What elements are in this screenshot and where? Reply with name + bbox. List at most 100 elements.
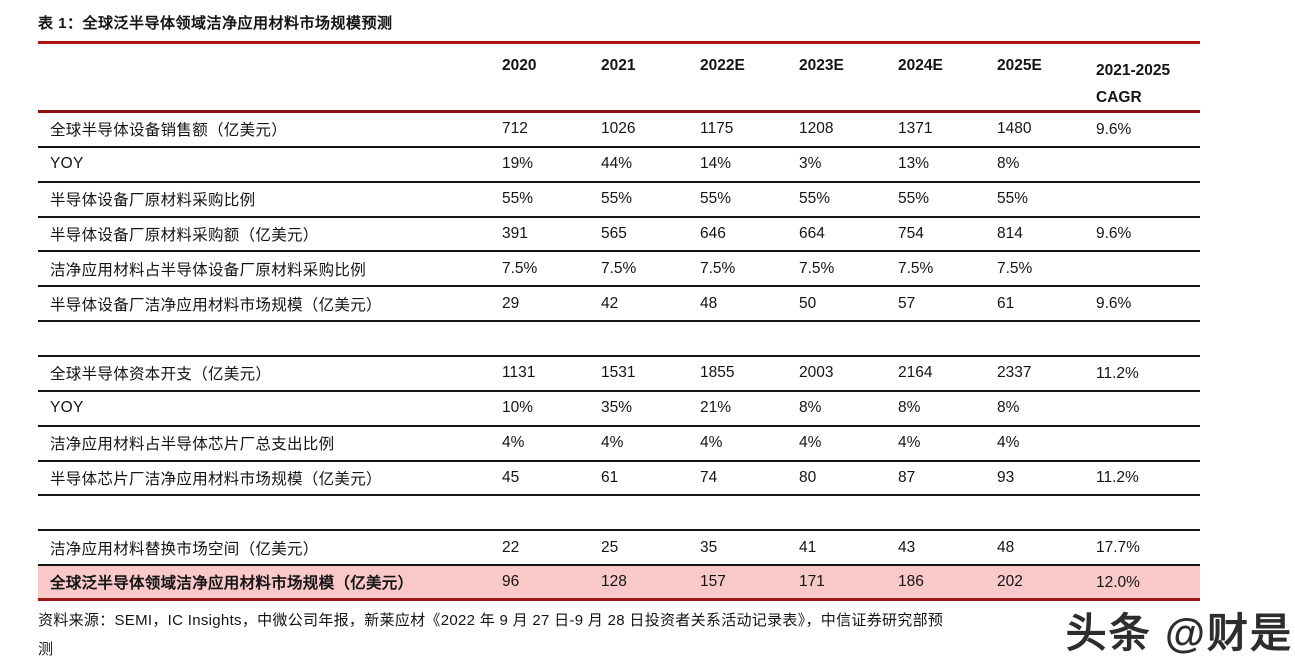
cell-value: 35 (700, 538, 718, 556)
cell-value: 4% (502, 434, 525, 452)
table-spacer-row (38, 322, 1200, 358)
cell-value: 1531 (601, 364, 636, 382)
cell-cagr: 11.2% (1096, 364, 1139, 382)
cell-value: 4% (700, 434, 723, 452)
table-spacer-row (38, 496, 1200, 532)
cell-value: 61 (601, 469, 619, 487)
cell-cagr: 17.7% (1096, 539, 1140, 557)
cell-value: 2337 (997, 364, 1032, 382)
cell-value: 7.5% (502, 259, 538, 277)
cell-value: 41 (799, 538, 817, 556)
row-label: YOY (50, 155, 84, 173)
source-note-line1: 资料来源：SEMI，IC Insights，中微公司年报，新莱应材《2022 年… (38, 612, 944, 630)
cell-value: 7.5% (997, 259, 1033, 277)
cell-value: 391 (502, 225, 528, 242)
cell-value: 157 (700, 573, 726, 591)
cell-value: 57 (898, 294, 916, 312)
forecast-table: 2020 2021 2022E 2023E 2024E 2025E 2021-2… (38, 44, 1200, 602)
cell-value: 2003 (799, 364, 834, 382)
cell-cagr: 11.2% (1096, 469, 1139, 487)
cell-value: 25 (601, 538, 619, 556)
cell-value: 4% (601, 434, 624, 452)
cell-value: 29 (502, 294, 520, 312)
cell-value: 44% (601, 155, 633, 173)
cell-value: 10% (502, 399, 534, 417)
cell-value: 7.5% (601, 259, 637, 277)
cell-value: 128 (601, 573, 627, 591)
cell-value: 21% (700, 399, 732, 417)
table-row: 全球半导体资本开支（亿美元） 1131 1531 1855 2003 2164 2337 11… (38, 357, 1200, 392)
cell-value: 4% (997, 434, 1020, 452)
table-row: 半导体设备厂洁净应用材料市场规模（亿美元） 29 42 48 50 57 61 9.6% (38, 287, 1200, 323)
cell-value: 13% (898, 155, 930, 173)
cell-value: 3% (799, 155, 822, 173)
cell-value: 55% (997, 190, 1029, 208)
cell-value: 1208 (799, 120, 834, 138)
row-label: 半导体芯片厂洁净应用材料市场规模（亿美元） (50, 471, 382, 489)
table-row: 半导体设备厂原材料采购比例 55% 55% 55% 55% 55% 55% (38, 183, 1200, 218)
cell-value: 8% (997, 155, 1020, 173)
cell-value: 712 (502, 120, 528, 138)
cell-value: 55% (898, 190, 930, 208)
table-row: 洁净应用材料占半导体设备厂原材料采购比例 7.5% 7.5% 7.5% 7.5% 7.5%… (38, 252, 1200, 288)
header-col-2024e: 2024E (898, 57, 943, 74)
header-col-2023e: 2023E (799, 57, 844, 74)
header-col-2022e: 2022E (700, 57, 745, 74)
source-note-line2: 测 (38, 641, 54, 659)
cell-value: 814 (997, 225, 1023, 242)
cell-value: 48 (997, 538, 1015, 556)
row-label: 半导体设备厂原材料采购比例 (50, 192, 256, 210)
cell-value: 55% (502, 190, 534, 208)
row-label: 洁净应用材料替换市场空间（亿美元） (50, 540, 319, 558)
row-label: 全球半导体设备销售额（亿美元） (50, 122, 288, 140)
page-title: 表 1：全球泛半导体领域洁净应用材料市场规模预测 (38, 12, 1200, 44)
header-col-cagr: 2021-2025 CAGR (1096, 57, 1200, 111)
header-cagr-line2: CAGR (1096, 89, 1142, 107)
table-row: YOY 19% 44% 14% 3% 13% 8% (38, 148, 1200, 183)
table-highlight-row: 全球泛半导体领域洁净应用材料市场规模（亿美元） 96 128 157 171 186 202… (38, 566, 1200, 602)
header-col-2021: 2021 (601, 57, 636, 74)
cell-value: 19% (502, 155, 534, 173)
row-label: 洁净应用材料占半导体芯片厂总支出比例 (50, 436, 335, 454)
cell-cagr: 12.0% (1096, 573, 1140, 591)
cell-value: 74 (700, 469, 718, 487)
cell-value: 42 (601, 294, 619, 312)
cell-value: 43 (898, 538, 916, 556)
cell-value: 754 (898, 225, 924, 242)
cell-value: 93 (997, 469, 1015, 487)
table-row: 全球半导体设备销售额（亿美元） 712 1026 1175 1208 1371 1480 9.… (38, 113, 1200, 148)
cell-cagr: 9.6% (1096, 295, 1132, 313)
cell-value: 7.5% (700, 259, 736, 277)
table-row: 洁净应用材料占半导体芯片厂总支出比例 4% 4% 4% 4% 4% 4% (38, 427, 1200, 462)
cell-cagr: 9.6% (1096, 120, 1132, 138)
cell-value: 55% (799, 190, 831, 208)
cell-value: 80 (799, 469, 817, 487)
cell-value: 2164 (898, 364, 933, 382)
cell-value: 186 (898, 573, 924, 591)
row-label: YOY (50, 399, 84, 417)
cell-value: 171 (799, 573, 825, 591)
cell-value: 8% (799, 399, 822, 417)
table-row: YOY 10% 35% 21% 8% 8% 8% (38, 392, 1200, 427)
table-row: 半导体设备厂原材料采购额（亿美元） 391 565 646 664 754 814 9.6% (38, 218, 1200, 253)
cell-value: 202 (997, 573, 1023, 591)
report-table-block: 表 1：全球泛半导体领域洁净应用材料市场规模预测 2020 2021 2022E… (38, 12, 1200, 661)
cell-value: 7.5% (799, 259, 835, 277)
cell-value: 55% (601, 190, 633, 208)
cell-value: 1175 (700, 120, 734, 138)
cell-value: 8% (898, 399, 921, 417)
cell-value: 8% (997, 399, 1020, 417)
cell-value: 1131 (502, 364, 536, 382)
cell-value: 55% (700, 190, 732, 208)
cell-value: 4% (799, 434, 822, 452)
row-label: 半导体设备厂洁净应用材料市场规模（亿美元） (50, 296, 382, 314)
watermark: 头条 @财是 (1065, 610, 1293, 656)
cell-value: 45 (502, 469, 520, 487)
header-cagr-line1: 2021-2025 (1096, 62, 1171, 79)
cell-value: 1855 (700, 364, 735, 382)
cell-value: 14% (700, 155, 732, 173)
cell-value: 1480 (997, 120, 1032, 138)
source-note: 资料来源：SEMI，IC Insights，中微公司年报，新莱应材《2022 年… (38, 606, 1200, 661)
cell-value: 48 (700, 294, 718, 312)
cell-value: 50 (799, 294, 817, 312)
